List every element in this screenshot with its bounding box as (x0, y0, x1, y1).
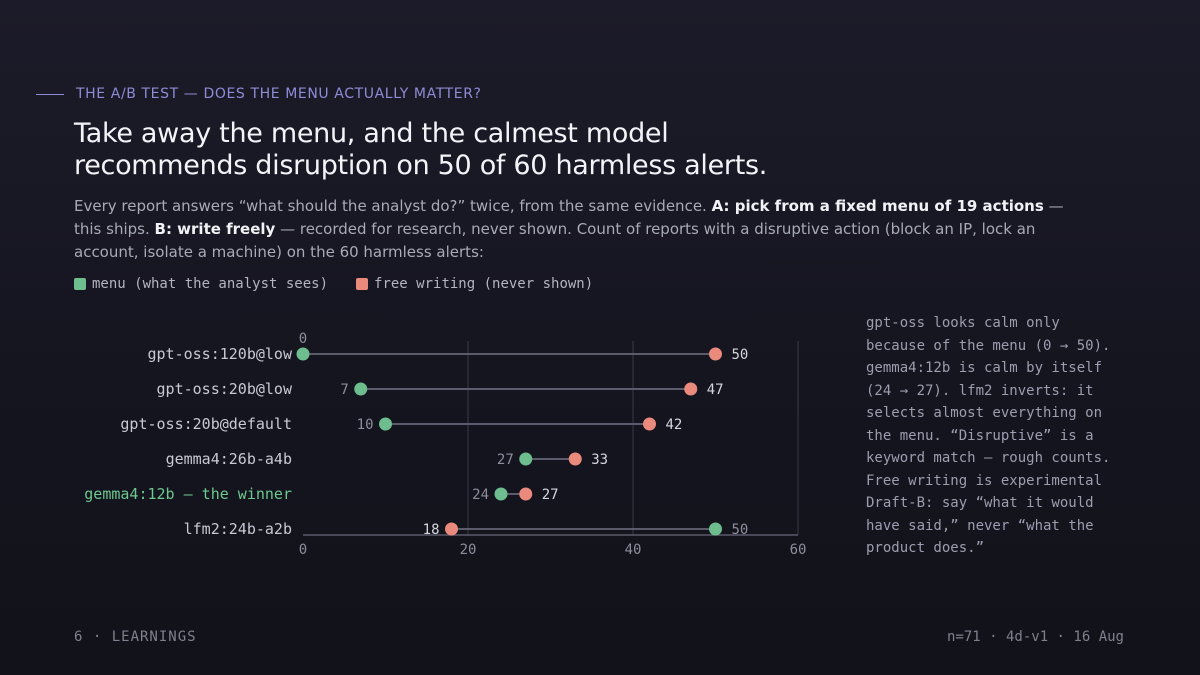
menu-dot (494, 487, 508, 501)
menu-dot (354, 382, 368, 396)
row-label: gpt-oss:20b@low (157, 380, 293, 398)
lede-bold-b: B: write freely (154, 220, 276, 238)
free-dot (568, 452, 582, 466)
free-dot (684, 382, 698, 396)
left-value-label: 24 (472, 487, 489, 503)
free-dot (519, 487, 533, 501)
footer-meta: n=71 · 4d-v1 · 16 Aug (946, 629, 1124, 645)
menu-dot (379, 417, 392, 431)
legend-label-free: free writing (never shown) (374, 276, 594, 292)
row-label: gpt-oss:120b@low (148, 345, 293, 363)
x-tick-label: 0 (299, 542, 307, 558)
menu-dot (709, 522, 722, 536)
menu-dot (296, 347, 310, 361)
lede-bold-a: A: pick from a fixed menu of 19 actions (711, 197, 1044, 215)
eyebrow-rule (36, 93, 64, 95)
x-tick-label: 60 (790, 542, 807, 558)
right-value-label: 33 (591, 452, 608, 468)
legend-item-menu: menu (what the analyst sees) (74, 276, 328, 292)
title-line-1: Take away the menu, and the calmest mode… (74, 118, 669, 149)
lede-part-1: Every report answers “what should the an… (74, 197, 712, 215)
row-label: gpt-oss:20b@default (120, 415, 292, 433)
free-dot (445, 522, 458, 536)
legend-item-free: free writing (never shown) (356, 276, 593, 292)
left-value-label: 7 (340, 382, 348, 398)
left-value-label: 18 (423, 522, 440, 538)
row-label: lfm2:24b-a2b (184, 520, 292, 538)
legend-swatch-menu (74, 278, 86, 290)
right-value-label: 47 (707, 382, 724, 398)
free-dot (709, 347, 722, 361)
aside-note: gpt-oss looks calm only because of the m… (866, 315, 1111, 556)
x-tick-label: 40 (625, 542, 642, 558)
right-value-label: 50 (732, 522, 749, 538)
legend-label-menu: menu (what the analyst sees) (92, 276, 329, 292)
title-line-2: recommends disruption on 50 of 60 harmle… (74, 150, 768, 181)
chart-legend: menu (what the analyst sees) free writin… (74, 276, 593, 292)
lede-part-3: — recorded for research, never shown. Co… (74, 220, 1036, 261)
free-dot (643, 417, 656, 431)
right-value-label: 50 (732, 347, 749, 363)
page-title: Take away the menu, and the calmest mode… (74, 118, 974, 182)
legend-swatch-free (356, 278, 369, 290)
section-eyebrow: THE A/B TEST — DOES THE MENU ACTUALLY MA… (36, 86, 482, 102)
lede-paragraph: Every report answers “what should the an… (74, 195, 1094, 264)
row-label: gemma4:12b — the winner (84, 485, 292, 503)
lede-part-2: — this ships. (74, 197, 1064, 238)
menu-dot (519, 452, 533, 466)
x-tick-label: 20 (460, 542, 477, 558)
dumbbell-chart: 0 20 40 60 gpt-oss:120b@low 0 50 gpt-oss:20b@lo… (84, 331, 807, 558)
right-value-label: 42 (666, 417, 683, 433)
left-value-label: 10 (357, 417, 374, 433)
right-value-label: 27 (542, 487, 559, 503)
row-label: gemma4:26b-a4b (166, 450, 292, 468)
left-value-label: 0 (299, 331, 307, 347)
eyebrow-text: THE A/B TEST — DOES THE MENU ACTUALLY MA… (76, 86, 482, 102)
footer-section-label: 6 · LEARNINGS (74, 629, 197, 645)
left-value-label: 27 (497, 452, 514, 468)
